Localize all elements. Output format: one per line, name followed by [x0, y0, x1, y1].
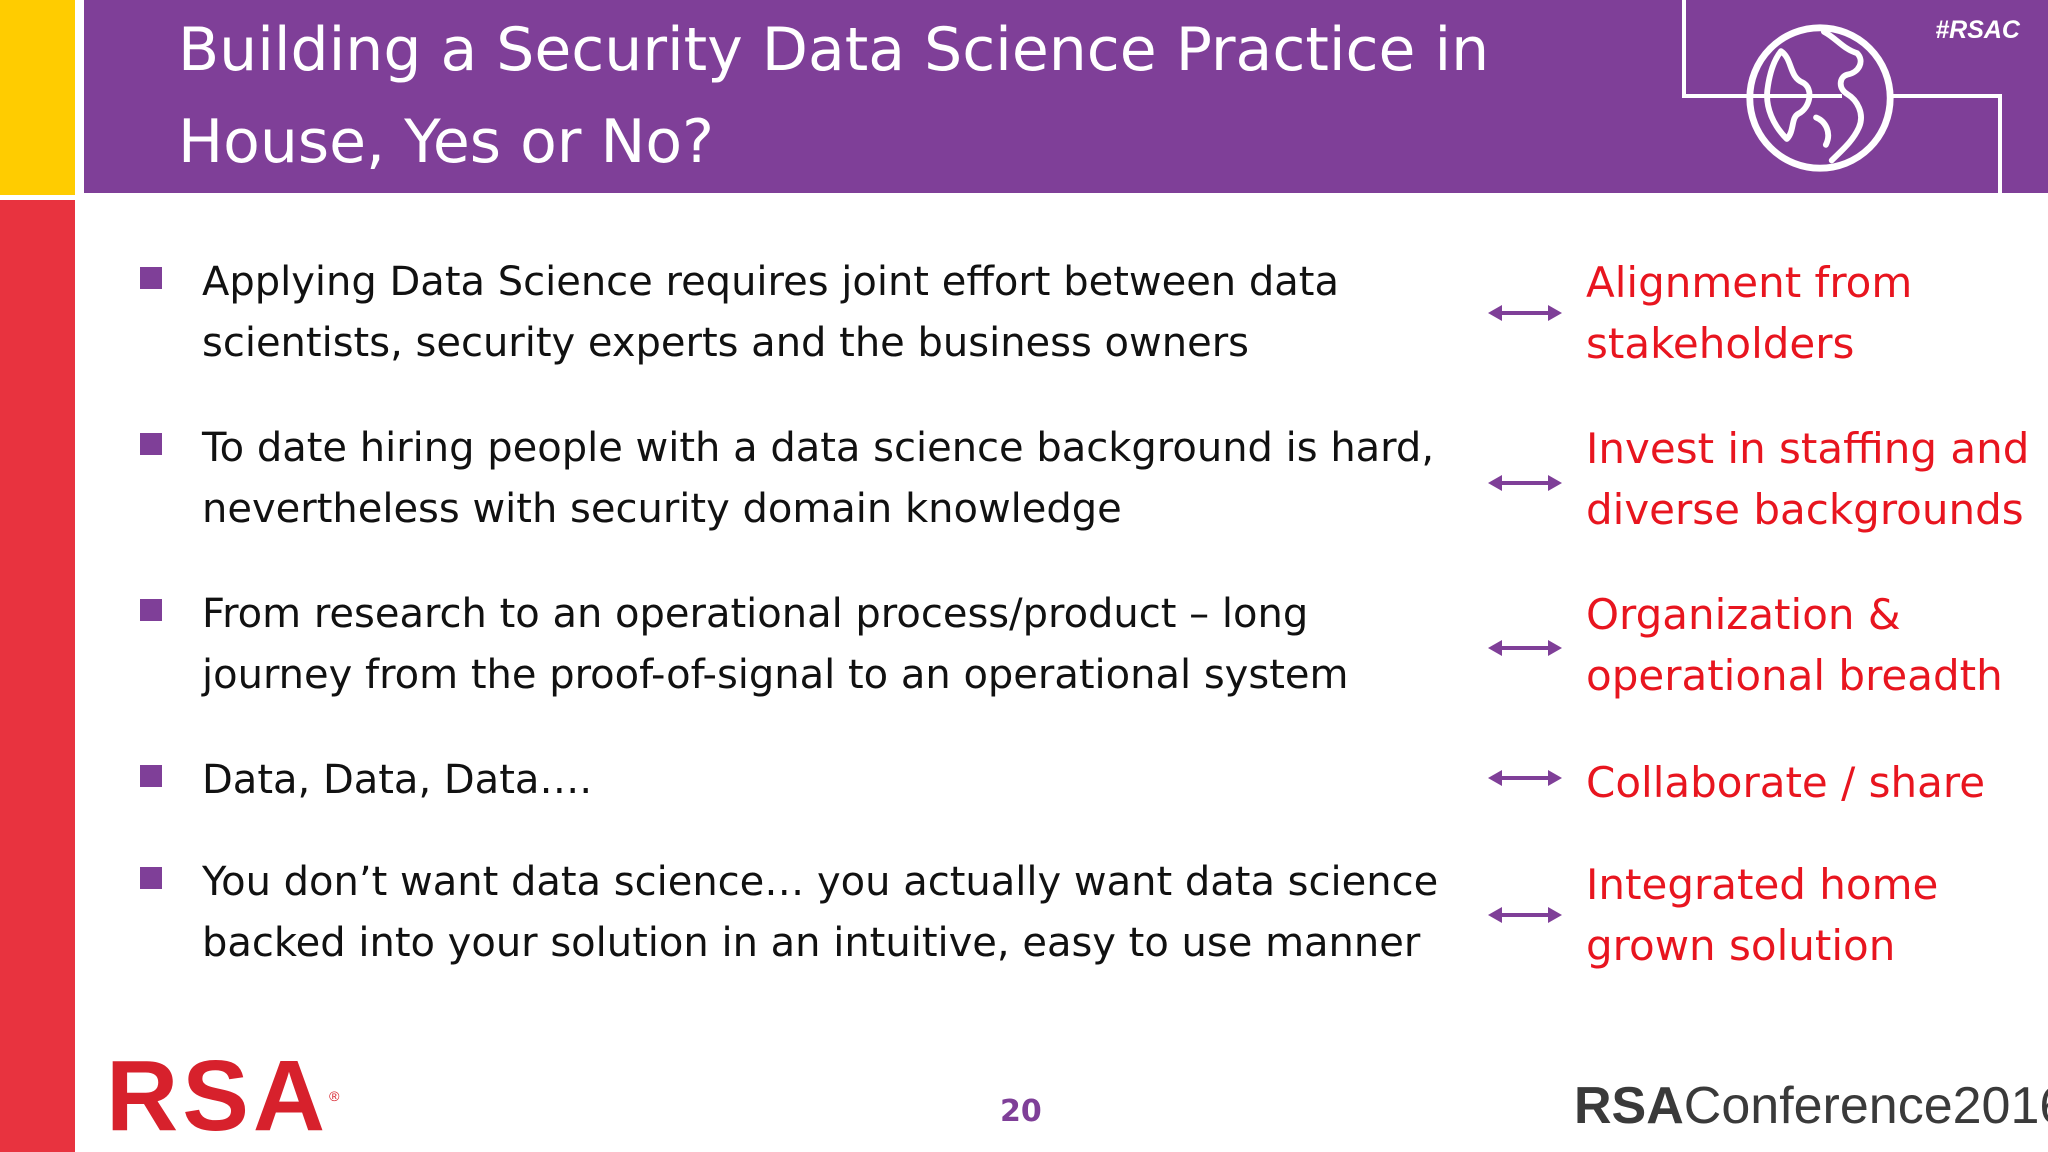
left-accent-red: [0, 200, 75, 1152]
rsa-logo-registered-mark: ®: [329, 1088, 340, 1104]
bullet-square-icon: [140, 267, 162, 289]
outcome-item-1: Alignment from stakeholders: [1586, 252, 2046, 374]
bullet-text: To date hiring people with a data scienc…: [202, 418, 1482, 540]
outcome-line: grown solution: [1586, 921, 1896, 970]
bullet-square-icon: [140, 765, 162, 787]
bullet-text: From research to an operational process/…: [202, 584, 1482, 706]
slide-title-line-1: Building a Security Data Science Practic…: [178, 15, 1490, 85]
bullet-line: To date hiring people with a data scienc…: [202, 425, 1435, 471]
double-arrow-icon: [1488, 907, 1562, 923]
outcome-item-5: Integrated home grown solution: [1586, 854, 2046, 976]
bullet-line: You don’t want data science… you actuall…: [202, 859, 1439, 905]
outcome-line: Alignment from: [1586, 258, 1913, 307]
double-arrow-icon: [1488, 770, 1562, 786]
left-accent-yellow: [0, 0, 75, 195]
outcome-item-2: Invest in staffing and diverse backgroun…: [1586, 418, 2046, 540]
bullet-text: You don’t want data science… you actuall…: [202, 852, 1482, 974]
bullet-text: Data, Data, Data….: [202, 750, 1482, 811]
outcome-line: operational breadth: [1586, 651, 2003, 700]
bullet-square-icon: [140, 867, 162, 889]
rsa-logo: RSA®: [106, 1046, 339, 1146]
bullet-square-icon: [140, 599, 162, 621]
header-frame-lines: [1682, 0, 2002, 193]
outcome-line: Collaborate / share: [1586, 758, 1986, 807]
globe-icon: [1746, 24, 1894, 172]
outcome-item-3: Organization & operational breadth: [1586, 584, 2046, 706]
bullet-line: journey from the proof-of-signal to an o…: [202, 652, 1349, 698]
page-number: 20: [1000, 1094, 1042, 1129]
conference-logo-text: Conference2016: [1683, 1077, 2048, 1135]
conference-logo-rsa: RSA: [1574, 1077, 1684, 1135]
outcome-line: Integrated home: [1586, 860, 1939, 909]
rsa-logo-text: RSA: [106, 1040, 330, 1152]
outcome-item-4: Collaborate / share: [1586, 752, 2046, 813]
slide-title: Building a Security Data Science Practic…: [178, 4, 1658, 188]
double-arrow-icon: [1488, 305, 1562, 321]
double-arrow-icon: [1488, 640, 1562, 656]
outcome-line: stakeholders: [1586, 319, 1855, 368]
hashtag: #RSAC: [1935, 16, 2020, 44]
bullet-line: backed into your solution in an intuitiv…: [202, 920, 1421, 966]
slide-title-line-2: House, Yes or No?: [178, 107, 714, 177]
outcome-line: Organization &: [1586, 590, 1901, 639]
outcome-line: Invest in staffing and: [1586, 424, 2030, 473]
double-arrow-icon: [1488, 475, 1562, 491]
bullet-line: Data, Data, Data….: [202, 757, 593, 803]
bullet-line: nevertheless with security domain knowle…: [202, 486, 1122, 532]
rsa-conference-logo: RSAConference2016: [1574, 1078, 2048, 1134]
bullet-line: Applying Data Science requires joint eff…: [202, 259, 1339, 305]
bullet-line: From research to an operational process/…: [202, 591, 1309, 637]
outcome-line: diverse backgrounds: [1586, 485, 2024, 534]
bullet-text: Applying Data Science requires joint eff…: [202, 252, 1482, 374]
bullet-line: scientists, security experts and the bus…: [202, 320, 1249, 366]
bullet-square-icon: [140, 433, 162, 455]
